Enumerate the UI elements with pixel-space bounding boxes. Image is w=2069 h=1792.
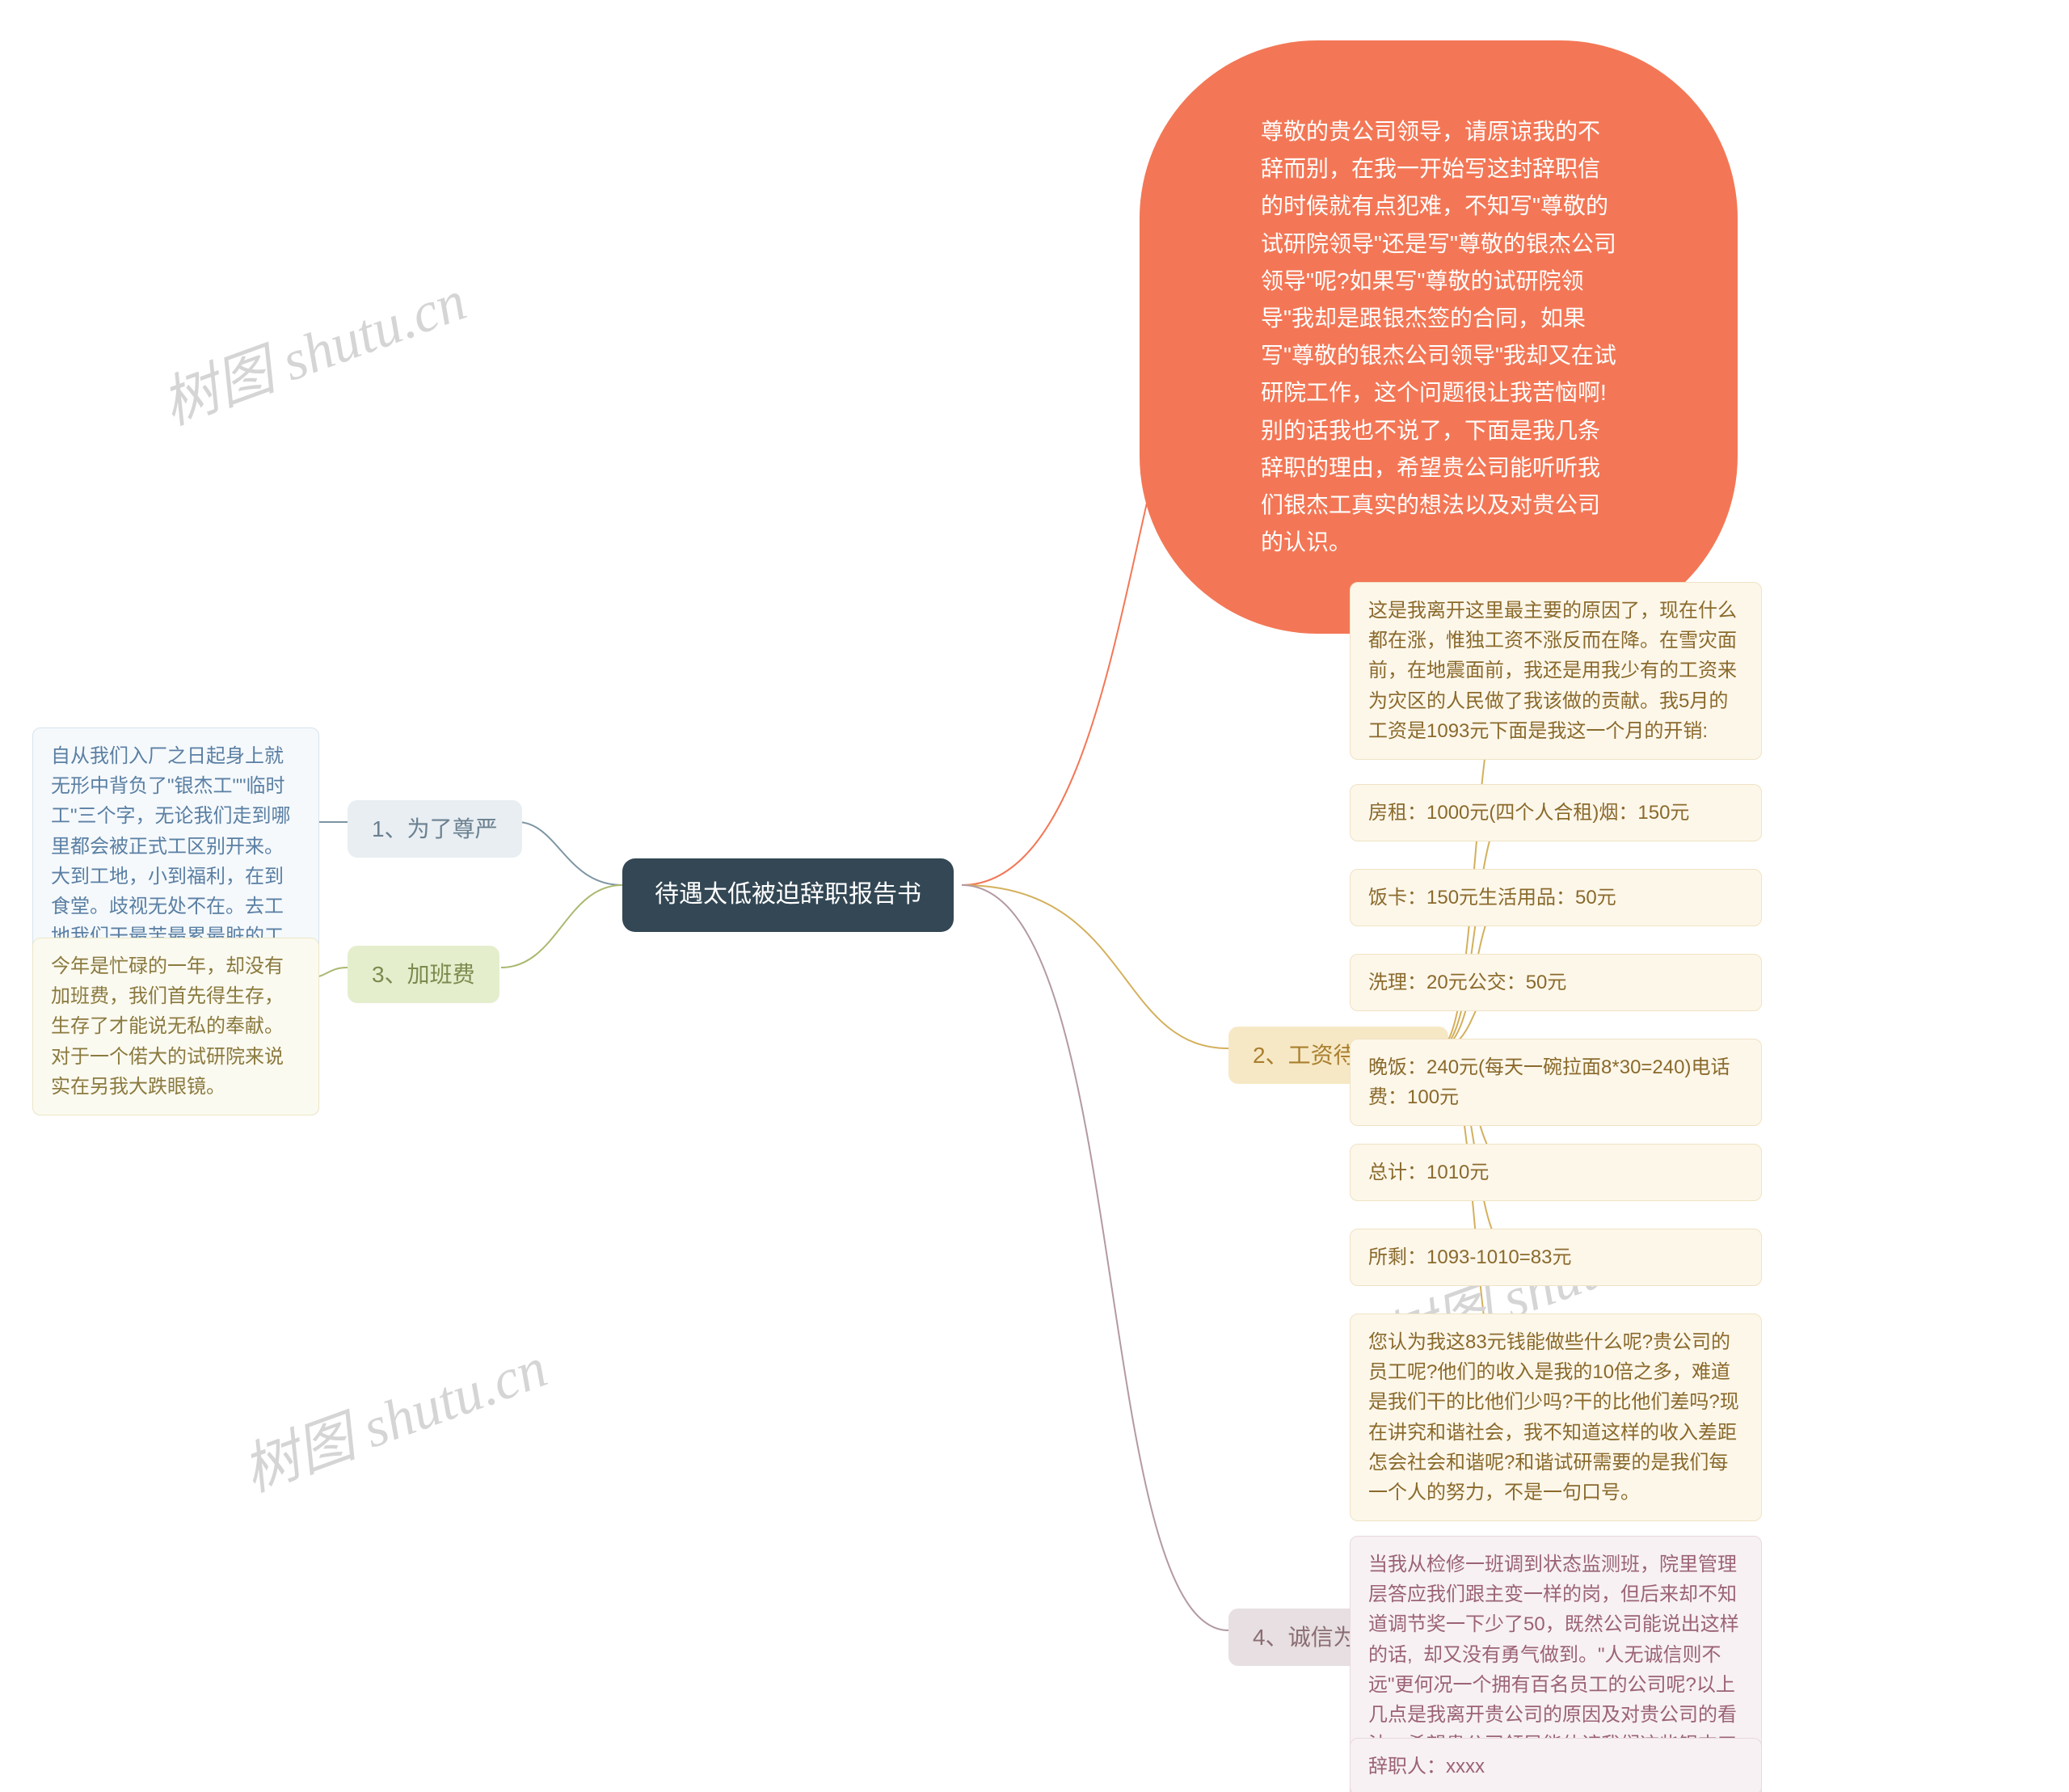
edge-salary (962, 885, 1228, 1048)
center-node[interactable]: 待遇太低被迫辞职报告书 (622, 858, 954, 932)
leaf-integrity-1[interactable]: 辞职人：xxxx (1350, 1738, 1762, 1792)
leaf-salary-3[interactable]: 洗理：20元公交：50元 (1350, 954, 1762, 1011)
leaf-salary-0[interactable]: 这是我离开这里最主要的原因了，现在什么都在涨，惟独工资不涨反而在降。在雪灾面前，… (1350, 582, 1762, 760)
edge-salary-leaf-1 (1439, 807, 1511, 1048)
edge-overtime (501, 885, 622, 968)
leaf-salary-5[interactable]: 总计：1010元 (1350, 1144, 1762, 1201)
leaf-salary-7[interactable]: 您认为我这83元钱能做些什么呢?贵公司的员工呢?他们的收入是我的10倍之多，难道… (1350, 1313, 1762, 1521)
watermark: 树图 shutu.cn (150, 255, 476, 441)
leaf-salary-4[interactable]: 晚饭：240元(每天一碗拉面8*30=240)电话费：100元 (1350, 1039, 1762, 1126)
leaf-overtime[interactable]: 今年是忙碌的一年，却没有加班费，我们首先得生存，生存了才能说无私的奉献。对于一个… (32, 938, 319, 1115)
intro-bubble[interactable]: 尊敬的贵公司领导，请原谅我的不辞而别，在我一开始写这封辞职信的时候就有点犯难，不… (1140, 40, 1738, 634)
edge-integrity (962, 885, 1228, 1630)
watermark: 树图 shutu.cn (230, 1322, 557, 1507)
branch-overtime[interactable]: 3、加班费 (348, 946, 499, 1003)
leaf-salary-2[interactable]: 饭卡：150元生活用品：50元 (1350, 869, 1762, 926)
leaf-salary-1[interactable]: 房租：1000元(四个人合租)烟：150元 (1350, 784, 1762, 841)
branch-dignity[interactable]: 1、为了尊严 (348, 800, 522, 858)
leaf-salary-6[interactable]: 所剩：1093-1010=83元 (1350, 1229, 1762, 1286)
edge-dignity (517, 822, 622, 885)
